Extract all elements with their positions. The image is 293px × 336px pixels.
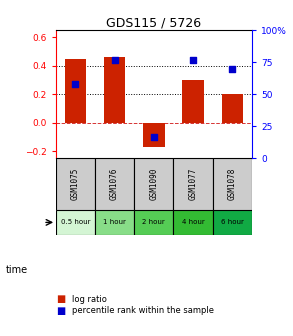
Text: percentile rank within the sample: percentile rank within the sample [72, 306, 214, 315]
Text: 1 hour: 1 hour [103, 219, 126, 225]
FancyBboxPatch shape [213, 210, 252, 235]
Point [112, 57, 117, 62]
Text: ■: ■ [56, 294, 65, 304]
Bar [104, 57, 125, 123]
Text: GSM1078: GSM1078 [228, 168, 237, 200]
Text: GSM1075: GSM1075 [71, 168, 80, 200]
Text: 0.5 hour: 0.5 hour [61, 219, 90, 225]
Point [151, 134, 156, 139]
FancyBboxPatch shape [173, 210, 213, 235]
FancyBboxPatch shape [56, 210, 95, 235]
FancyBboxPatch shape [173, 158, 213, 210]
Text: time: time [6, 265, 28, 276]
Text: ■: ■ [56, 306, 65, 316]
Bar [182, 80, 204, 123]
Text: GSM1076: GSM1076 [110, 168, 119, 200]
FancyBboxPatch shape [56, 158, 95, 210]
Point [191, 57, 195, 62]
FancyBboxPatch shape [134, 158, 173, 210]
Text: log ratio: log ratio [72, 295, 107, 303]
Text: 4 hour: 4 hour [182, 219, 205, 225]
Text: 2 hour: 2 hour [142, 219, 165, 225]
Point [230, 66, 235, 71]
Bar [222, 94, 243, 123]
FancyBboxPatch shape [213, 158, 252, 210]
Text: GSM1077: GSM1077 [189, 168, 197, 200]
FancyBboxPatch shape [95, 210, 134, 235]
Point [73, 81, 78, 87]
FancyBboxPatch shape [95, 158, 134, 210]
Text: GSM1090: GSM1090 [149, 168, 158, 200]
Bar [64, 59, 86, 123]
Bar [143, 123, 165, 147]
Title: GDS115 / 5726: GDS115 / 5726 [106, 16, 201, 29]
Text: 6 hour: 6 hour [221, 219, 244, 225]
FancyBboxPatch shape [134, 210, 173, 235]
